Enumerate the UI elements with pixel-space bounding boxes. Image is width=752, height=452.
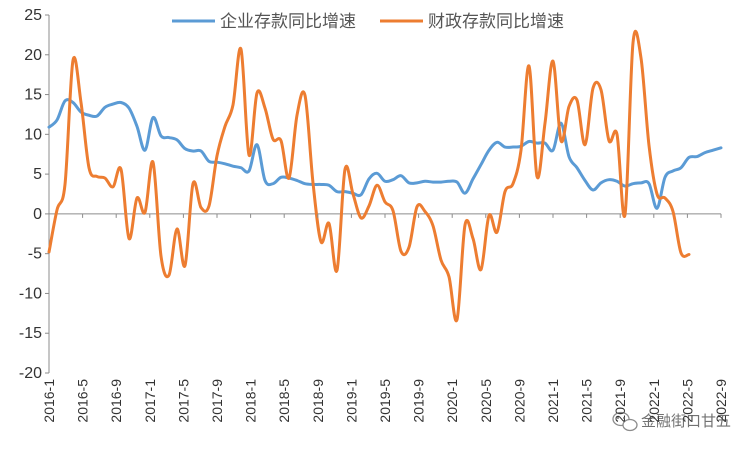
legend-label-series-0: 企业存款同比增速 [220,12,356,32]
wechat-icon [612,411,638,432]
x-tick-label: 2021-9 [612,379,628,423]
y-tick-label: -5 [28,246,42,263]
y-tick-label: 0 [33,206,42,223]
x-tick-label: 2022-9 [713,379,729,423]
y-tick-label: 25 [24,7,42,24]
x-tick-label: 2016-5 [75,379,91,423]
x-tick-label: 2018-9 [310,379,326,423]
x-tick-label: 2016-9 [108,379,124,423]
x-tick-label: 2018-5 [276,379,292,423]
x-tick-label: 2019-1 [343,379,359,423]
y-tick-label: 10 [24,126,42,143]
x-axis-ticks: 2016-1 2016-5 2016-9 2017-1 2017-5 2017-9 2018… [41,213,729,423]
chart-series-layer [47,29,723,323]
y-tick-label: -15 [19,325,42,342]
y-tick-label: 5 [33,166,42,183]
watermark-text: 金融街口甘五 [641,412,731,430]
x-tick-label: 2017-1 [142,379,158,423]
x-tick-label: 2022-5 [679,379,695,423]
x-tick-label: 2020-9 [511,379,527,423]
x-tick-label: 2019-5 [377,379,393,423]
y-axis-ticks: 25 20 15 10 5 0 -5 -10 -15 -20 [19,7,49,382]
y-tick-label: 20 [24,47,42,64]
legend-label-series-1: 财政存款同比增速 [428,12,564,32]
x-tick-label: 2016-1 [41,379,57,423]
y-tick-label: -20 [19,365,42,382]
y-tick-label: -10 [19,285,42,302]
series-line-0 [47,98,723,210]
x-tick-label: 2020-1 [444,379,460,423]
x-tick-label: 2019-9 [411,379,427,423]
x-tick-label: 2017-9 [209,379,225,423]
x-tick-label: 2021-5 [579,379,595,423]
y-tick-label: 15 [24,87,42,104]
series-line-1 [47,29,691,323]
legend: 企业存款同比增速 财政存款同比增速 [172,12,564,32]
x-tick-label: 2021-1 [545,379,561,423]
x-tick-label: 2022-1 [646,379,662,423]
x-tick-label: 2018-1 [243,379,259,423]
x-tick-label: 2017-5 [175,379,191,423]
watermark: 金融街口甘五 [612,411,731,432]
x-tick-label: 2020-5 [478,379,494,423]
